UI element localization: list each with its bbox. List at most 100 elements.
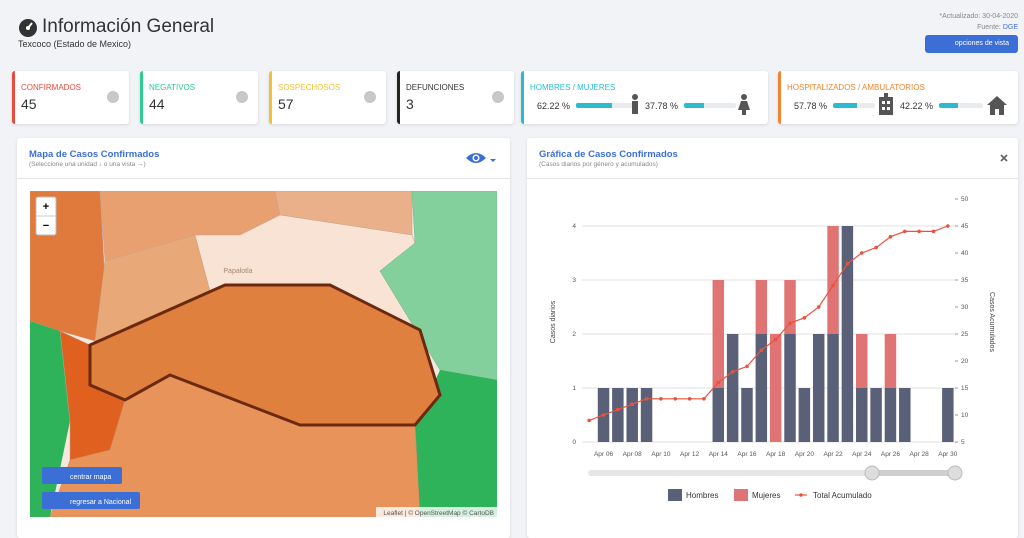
map[interactable]: Papalotla + − centrar mapa regresar a Na… — [30, 191, 497, 517]
point — [859, 251, 864, 255]
card-label: DEFUNCIONES — [406, 83, 465, 92]
point — [687, 397, 692, 401]
x-tick-label: Apr 28 — [910, 451, 930, 458]
stat-card: CONFIRMADOS 45 — [12, 71, 129, 124]
view-options-button[interactable]: opciones de vista — [925, 35, 1018, 53]
bar — [856, 334, 868, 388]
point — [759, 348, 764, 353]
y2-tick-label: 50 — [961, 196, 969, 203]
center-map-button[interactable]: centrar mapa — [42, 467, 122, 484]
place-label: Papalotla — [223, 268, 252, 275]
hospital-card: HOSPITALIZADOS / AMBULATORIOS 57.78 % 42… — [778, 71, 1018, 124]
y2-tick-label: 25 — [961, 331, 969, 338]
point — [659, 397, 663, 401]
y-axis-label: Casos diarios — [550, 300, 557, 343]
y2-tick-label: 15 — [961, 385, 969, 392]
x-tick-label: Apr 18 — [766, 451, 786, 458]
gender-icons — [632, 94, 750, 115]
point — [745, 364, 749, 369]
bar — [741, 388, 753, 442]
zoom-out[interactable]: − — [43, 220, 49, 232]
bar — [640, 388, 653, 442]
map-title: Mapa de Casos Confirmados — [29, 149, 160, 160]
bar — [784, 334, 796, 442]
source: Fuente: DGE — [977, 24, 1018, 31]
updated: *Actualizado: 30-04-2020 — [939, 13, 1018, 20]
card-icon — [364, 91, 376, 103]
progress-fill — [684, 103, 704, 108]
bar — [899, 388, 911, 442]
close-button[interactable] — [999, 153, 1009, 163]
x-tick-label: Apr 20 — [795, 451, 815, 458]
legend-label: Mujeres — [752, 491, 780, 500]
source-label: Fuente: — [977, 24, 1001, 31]
point — [831, 283, 835, 288]
zoom-control: + − — [35, 196, 57, 236]
point — [902, 229, 907, 234]
pct: 57.78 % — [794, 101, 828, 111]
legend-swatch — [799, 493, 803, 497]
y-tick-label: 4 — [572, 223, 576, 230]
card-label: CONFIRMADOS — [21, 83, 81, 92]
progress-fill — [576, 103, 613, 108]
chart-title: Gráfica de Casos Confirmados — [539, 149, 678, 160]
pct: 62.22 % — [537, 101, 571, 111]
point — [716, 380, 721, 385]
point — [630, 402, 635, 407]
card-value: 57 — [278, 96, 294, 112]
point — [673, 397, 678, 401]
card-label: NEGATIVOS — [149, 83, 196, 92]
stat-card: SOSPECHOSOS 57 — [269, 71, 386, 124]
y2-tick-label: 45 — [961, 223, 969, 230]
x-tick-label: Apr 24 — [852, 451, 872, 458]
x-tick-label: Apr 10 — [651, 451, 671, 458]
card-value: 44 — [149, 96, 165, 112]
pct: 42.22 % — [900, 101, 934, 111]
bar — [612, 388, 624, 442]
bar — [841, 226, 854, 442]
page: Información General Texcoco (Estado de M… — [12, 13, 1018, 538]
bar — [884, 388, 897, 442]
legend-swatch — [668, 489, 682, 501]
x-tick-label: Apr 30 — [938, 451, 958, 458]
bar — [626, 388, 638, 442]
selected-region[interactable] — [88, 283, 442, 427]
view-toggle[interactable] — [465, 150, 497, 168]
x-tick-label: Apr 08 — [623, 451, 643, 458]
progress — [576, 103, 634, 108]
x-tick-label: Apr 06 — [594, 451, 614, 458]
card-icon — [236, 91, 248, 103]
point — [788, 321, 792, 326]
source-link[interactable]: DGE — [1002, 24, 1018, 31]
hospital-icons — [879, 93, 1007, 115]
point — [601, 413, 606, 417]
line — [588, 225, 949, 421]
zoom-in[interactable]: + — [43, 201, 49, 213]
y2-tick-label: 30 — [961, 304, 969, 311]
bar — [827, 334, 839, 442]
y2-tick-label: 20 — [961, 358, 969, 365]
progress-fill — [833, 103, 858, 108]
attribution: Leaflet | © OpenStreetMap © CartoDB — [383, 509, 494, 517]
point — [816, 305, 821, 309]
y2-tick-label: 5 — [961, 439, 965, 446]
progress-fill — [939, 103, 958, 108]
pct: 37.78 % — [645, 101, 679, 111]
bar — [884, 334, 897, 388]
card-label: HOMBRES / MUJERES — [530, 83, 616, 92]
bar — [712, 280, 725, 388]
x-tick-label: Apr 26 — [881, 451, 901, 458]
legend-swatch — [734, 489, 748, 501]
y2-tick-label: 40 — [961, 250, 969, 257]
x-tick-label: Apr 22 — [823, 451, 843, 458]
point — [874, 245, 878, 250]
range-slider[interactable] — [588, 465, 963, 481]
gender-card: HOMBRES / MUJERES 62.22 % 37.78 % — [521, 71, 768, 124]
region[interactable] — [415, 370, 497, 517]
y-tick-label: 1 — [572, 385, 576, 392]
legend-label: Total Acumulado — [813, 491, 872, 500]
page-subtitle: Texcoco (Estado de Mexico) — [18, 39, 132, 49]
bar — [827, 226, 839, 334]
national-button[interactable]: regresar a Nacional — [42, 492, 140, 509]
